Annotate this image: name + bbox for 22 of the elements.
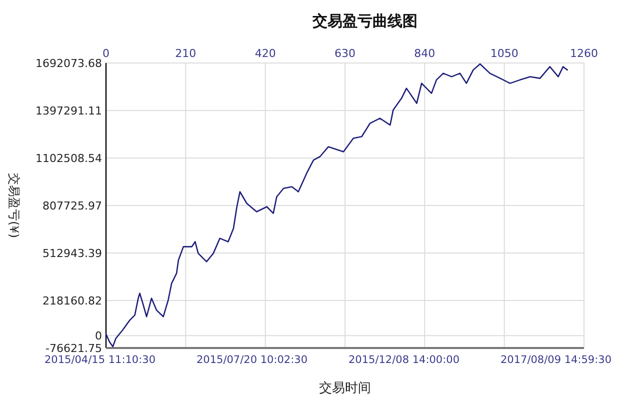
x-tick-label: 210: [175, 47, 196, 60]
text: 2015/04/15 11:10:30: [44, 354, 156, 366]
y-tick-label: 0: [95, 330, 102, 343]
y-tick-label: 1102508.54: [36, 152, 102, 165]
x-tick-label: 420: [254, 47, 276, 60]
text: 2017/08/09 14:59:30: [500, 354, 612, 366]
y-tick-label: 1397291.11: [36, 104, 102, 118]
text: 2015/07/20 10:02:30: [196, 354, 308, 366]
x-tick-label: 840: [414, 47, 436, 60]
text: 2015/12/08 14:00:00: [348, 354, 460, 366]
x-tick-label: 1260: [570, 47, 598, 60]
y-tick-label: 1692073.68: [36, 57, 102, 70]
x-tick-label: 630: [334, 47, 356, 60]
y-tick-label: 218160.82: [42, 294, 102, 308]
y-tick-label: 512943.39: [42, 247, 102, 260]
x-axis-title: 交易时间: [319, 380, 371, 396]
y-tick-label: 807725.97: [42, 200, 102, 212]
y-axis-title: 交易盈亏(¥): [7, 173, 21, 238]
chart-title: 交易盈亏曲线图: [312, 12, 418, 30]
line-series: [105, 63, 568, 348]
x-tick-label: 1050: [490, 47, 518, 60]
y-tick-label: -76621.75: [46, 342, 102, 355]
